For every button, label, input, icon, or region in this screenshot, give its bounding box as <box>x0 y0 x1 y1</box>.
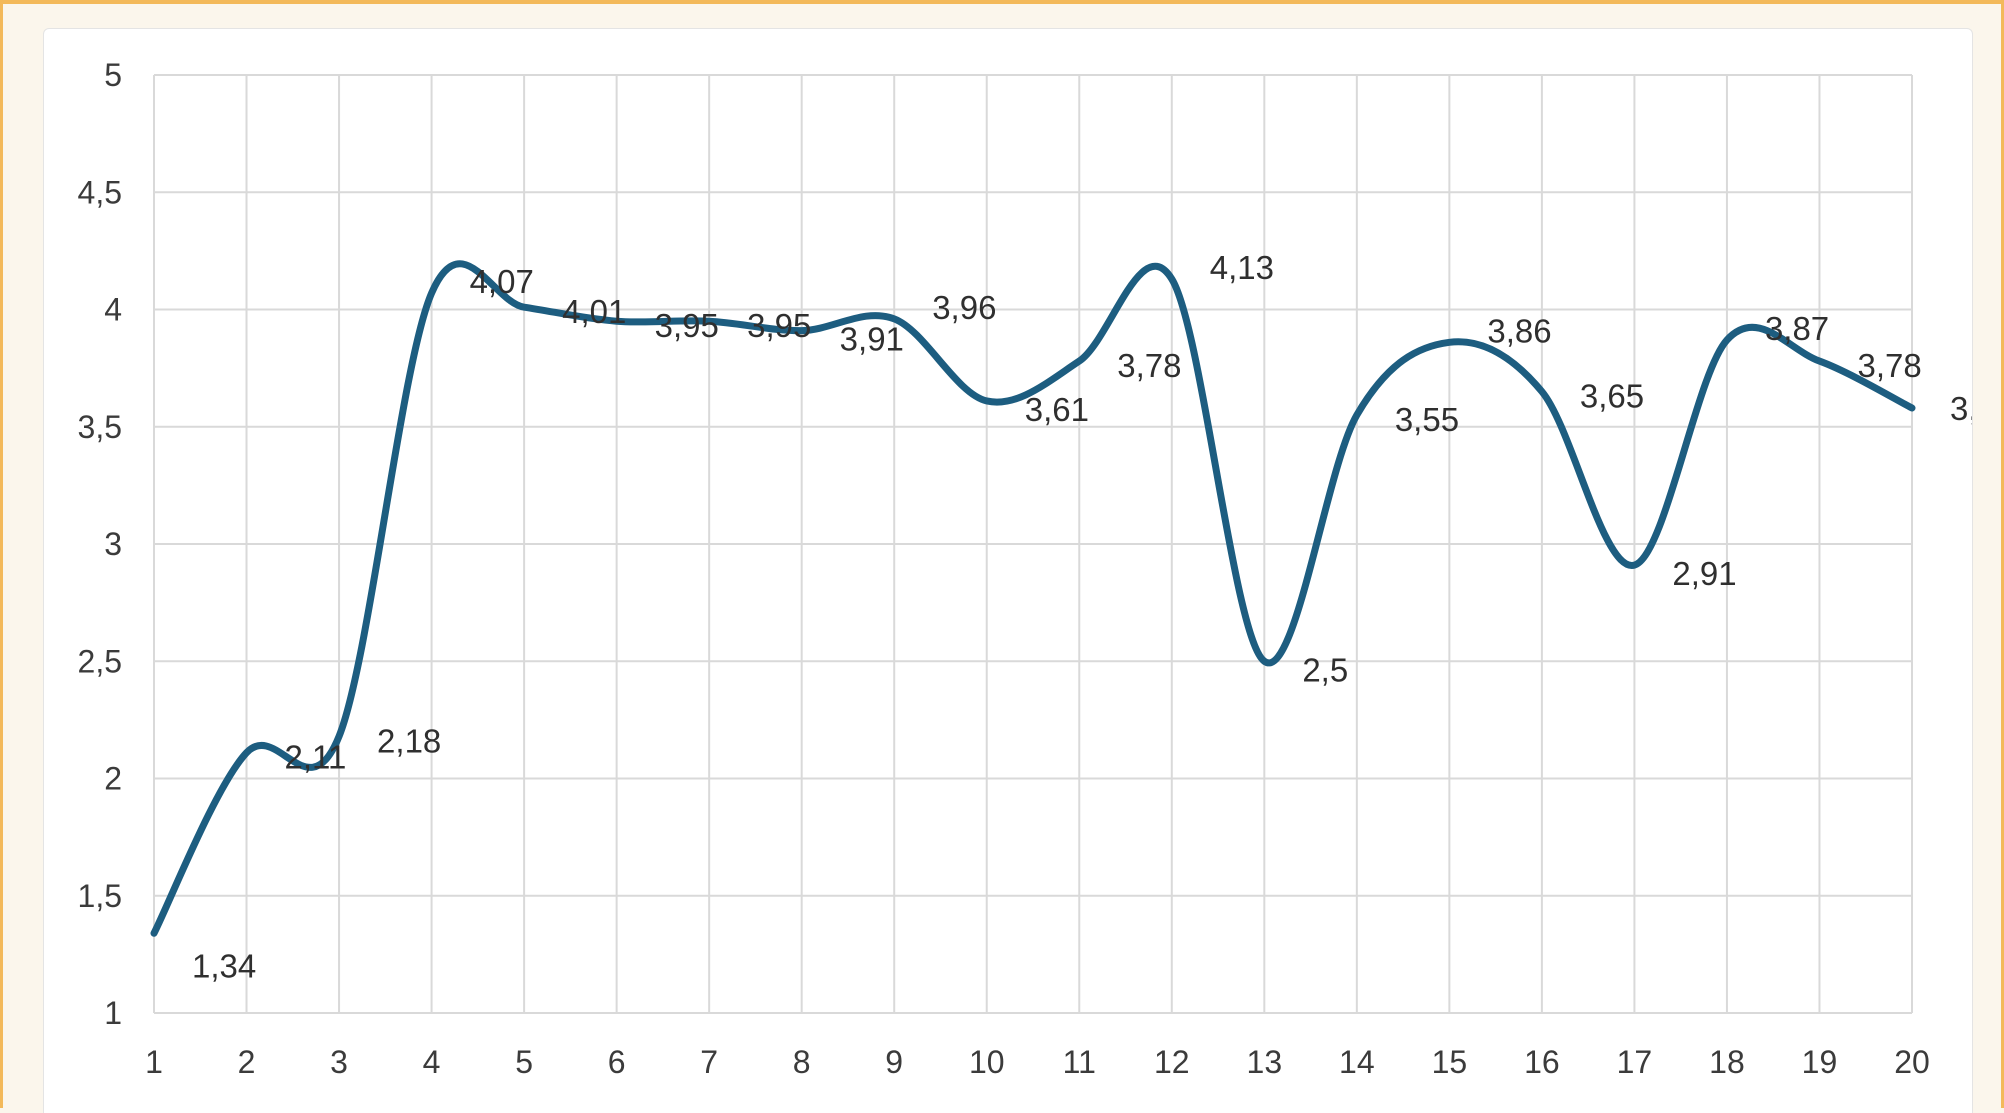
data-point <box>1260 657 1268 665</box>
x-tick-label: 9 <box>885 1044 903 1080</box>
line-chart: 11,522,533,544,551 2 3 4 5 6 7 8 9 10 11 12 13 14 15 16… <box>78 57 1972 1080</box>
data-label: 3,58 <box>1950 390 1972 427</box>
data-label: 3,55 <box>1395 401 1459 438</box>
data-label: 3,87 <box>1765 310 1829 347</box>
data-label: 4,07 <box>470 263 534 300</box>
x-tick-label: 18 <box>1709 1044 1745 1080</box>
x-tick-label: 2 <box>238 1044 256 1080</box>
x-tick-label: 11 <box>1063 1044 1096 1080</box>
data-label: 3,95 <box>747 307 811 344</box>
x-tick-label: 10 <box>969 1044 1005 1080</box>
x-tick-label: 14 <box>1339 1044 1375 1080</box>
y-tick-label: 5 <box>104 57 122 93</box>
x-tick-label: 17 <box>1617 1044 1653 1080</box>
data-point <box>1630 561 1638 569</box>
data-label: 3,86 <box>1487 312 1551 349</box>
data-point <box>520 303 528 311</box>
data-label: 3,78 <box>1857 347 1921 384</box>
data-point <box>1815 357 1823 365</box>
chart-card: 1 1,5 2 2,5 3 3,5 4 4,5 5 1 2 3 4 5 6 7 8 9 10 11 12 13 14 15 16… <box>43 28 1973 1113</box>
data-labels: 1,34 2,11 2,18 4,07 4,01 3,95 3,95 3,91 3,96 3,61… <box>192 249 1972 984</box>
data-label: 3,91 <box>840 321 904 358</box>
data-point <box>1908 404 1916 412</box>
x-tick-label: 1 <box>145 1044 163 1080</box>
x-tick-label: 5 <box>515 1044 533 1080</box>
data-point <box>243 749 251 757</box>
y-tick-label: 3 <box>104 526 122 562</box>
x-tick-label: 7 <box>700 1044 718 1080</box>
y-tick-label: 1 <box>104 995 122 1031</box>
data-point <box>1075 357 1083 365</box>
data-label: 2,5 <box>1302 651 1348 688</box>
data-label: 4,13 <box>1210 249 1274 286</box>
series-layer <box>150 260 1916 937</box>
data-label: 3,65 <box>1580 378 1644 415</box>
data-label: 1,34 <box>192 947 256 984</box>
data-point <box>428 289 436 297</box>
series-line <box>150 260 1916 937</box>
data-point <box>1168 275 1176 283</box>
x-tick-label: 19 <box>1802 1044 1838 1080</box>
data-label: 4,01 <box>562 293 626 330</box>
data-point <box>1723 336 1731 344</box>
data-label: 2,91 <box>1672 555 1736 592</box>
x-tick-label: 20 <box>1894 1044 1930 1080</box>
axes: 11,522,533,544,551 2 3 4 5 6 7 8 9 10 11 12 13 14 15 16… <box>78 57 1930 1080</box>
data-point <box>1445 338 1453 346</box>
x-tick-label: 4 <box>423 1044 441 1080</box>
data-point <box>983 397 991 405</box>
data-label: 3,96 <box>932 289 996 326</box>
data-label: 3,61 <box>1025 391 1089 428</box>
y-tick-label: 2,5 <box>78 643 122 679</box>
gridlines <box>153 74 1913 1014</box>
y-tick-label: 2 <box>104 761 122 797</box>
y-tick-label: 3,5 <box>78 409 122 445</box>
y-tick-label: 4 <box>104 292 122 328</box>
data-label: 3,78 <box>1117 347 1181 384</box>
data-label: 2,11 <box>285 739 347 776</box>
x-tick-label: 8 <box>793 1044 811 1080</box>
x-tick-label: 16 <box>1524 1044 1560 1080</box>
x-tick-label: 13 <box>1247 1044 1283 1080</box>
x-tick-label: 6 <box>608 1044 626 1080</box>
x-tick-label: 3 <box>330 1044 348 1080</box>
y-tick-label: 4,5 <box>78 174 122 210</box>
data-label: 3,95 <box>655 307 719 344</box>
y-tick-label: 1,5 <box>78 878 122 914</box>
data-point <box>1538 388 1546 396</box>
data-point <box>150 929 158 937</box>
x-tick-label: 15 <box>1432 1044 1468 1080</box>
x-tick-label: 12 <box>1154 1044 1190 1080</box>
data-point <box>1353 411 1361 419</box>
data-label: 2,18 <box>377 722 441 759</box>
